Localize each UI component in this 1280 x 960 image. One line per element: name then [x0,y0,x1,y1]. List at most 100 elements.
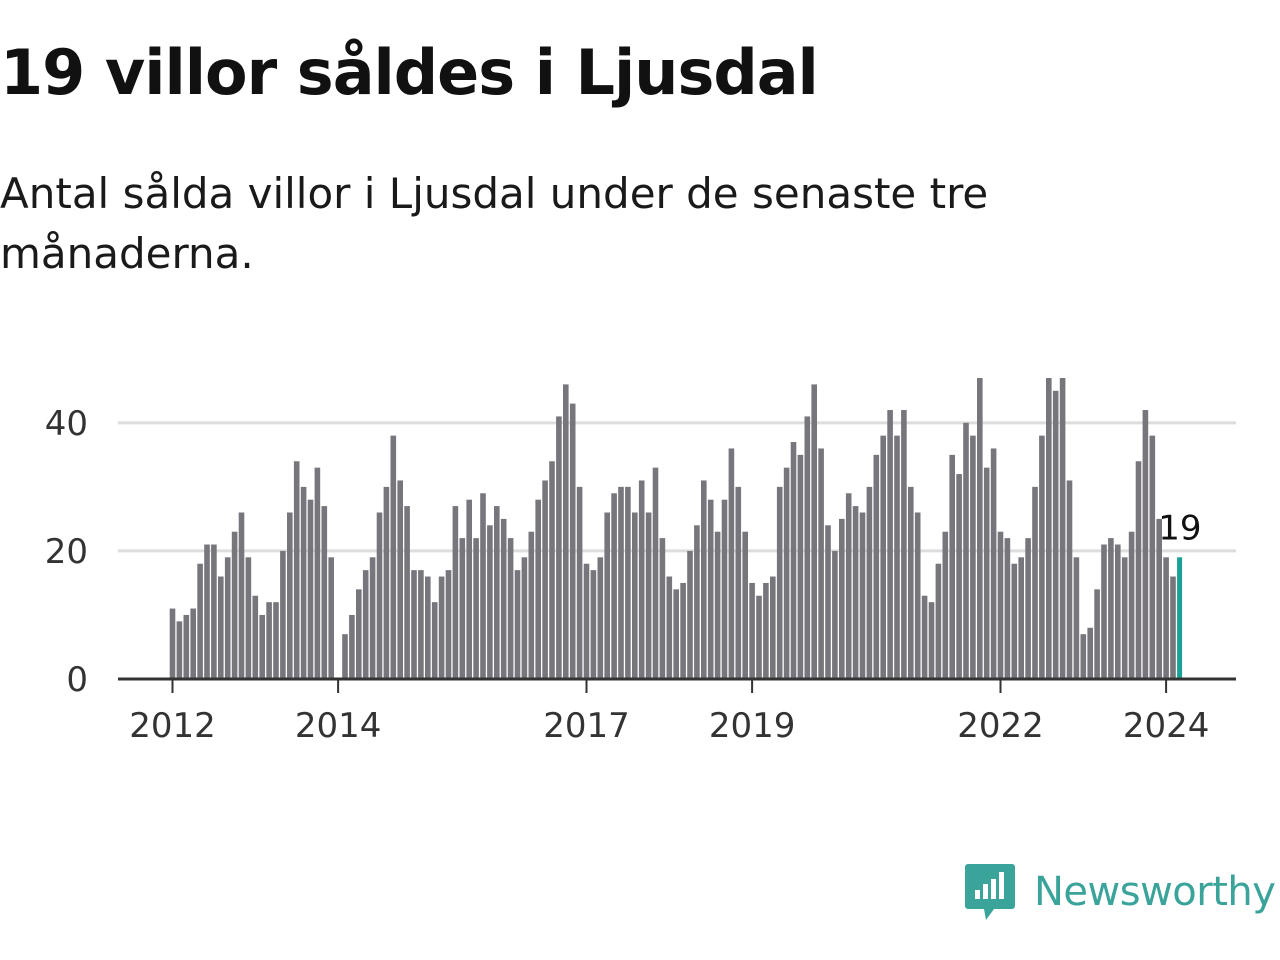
bar [542,480,548,679]
bar [480,493,486,679]
bar [914,512,921,679]
y-axis-ticks: 0 20 40 [45,404,88,700]
bar [763,582,769,679]
bar [590,570,597,679]
bar [749,582,755,679]
bar [673,589,679,679]
bar [563,384,569,679]
bar [776,486,783,679]
bar [445,570,452,679]
chart-title: 19 villor såldes i Ljusdal [0,36,819,109]
bar [466,499,472,679]
bar [742,531,748,679]
bar [1149,435,1156,679]
bar-chart-speech-bubble-icon [965,864,1015,920]
bar [880,435,886,679]
bar [949,454,955,679]
bar [970,435,976,679]
bar [604,512,610,679]
bar [197,563,203,679]
bar [328,557,334,679]
bar [659,538,666,679]
bar [224,557,231,679]
bar [839,518,845,679]
bar [859,512,866,679]
x-tick-label: 2014 [295,706,382,746]
y-tick-label: 20 [45,532,88,572]
bar [452,506,459,679]
chart-subtitle: Antal sålda villor i Ljusdal under de se… [0,169,989,278]
bar [1004,538,1011,679]
bar [218,576,224,679]
y-tick-label: 40 [45,404,88,444]
bar [638,480,645,679]
bar [473,538,479,679]
bar [783,467,790,679]
newsworthy-logo[interactable]: Newsworthy [964,862,1276,922]
bar [556,416,562,679]
bar [680,582,686,679]
x-tick-label: 2012 [129,706,216,746]
bar [901,410,907,679]
bar [293,461,300,679]
bar [535,499,541,679]
bar [1142,410,1149,679]
bar [977,378,983,679]
bar [707,499,714,679]
bar [618,486,624,679]
bar [273,602,279,679]
bar [1018,557,1024,679]
bar [321,506,328,679]
bar [921,595,928,679]
bar [1025,538,1031,679]
bar [1052,390,1059,679]
bars [169,378,1183,679]
bar [983,467,990,679]
bar [701,480,707,679]
bar [1066,480,1073,679]
bar [825,525,831,679]
x-tick-label: 2017 [543,706,630,746]
bar [245,557,252,679]
bar [1046,378,1052,679]
bar [721,499,728,679]
bar [1059,378,1066,679]
bar [1073,557,1080,679]
bar [756,595,762,679]
x-tick-label: 2022 [957,706,1044,746]
y-tick-label: 0 [66,660,88,700]
bar [666,576,673,679]
bar [176,621,183,679]
bar [652,467,659,679]
bar [376,512,383,679]
bar [1094,589,1100,679]
x-tick-label: 2024 [1123,706,1210,746]
bar [625,486,631,679]
bar [1135,461,1142,679]
bar [1039,435,1045,679]
bar [528,531,535,679]
bar [887,410,893,679]
bar [1101,544,1107,679]
bar [1115,544,1121,679]
bar [935,563,942,679]
bar [632,512,638,679]
bar [714,531,721,679]
bar [866,486,873,679]
bar [397,480,403,679]
highlight-bar [1177,557,1183,679]
bar [494,506,500,679]
logo-bar-1 [975,890,980,899]
bar [1080,634,1087,679]
bar [997,531,1004,679]
bar [597,557,604,679]
bar [845,493,852,679]
bar [956,474,962,679]
logo-bar-2 [983,884,988,899]
bar [438,576,445,679]
bar [645,512,652,679]
bar [790,442,797,679]
bar [549,461,555,679]
bar [990,448,997,679]
bar [1121,557,1128,679]
